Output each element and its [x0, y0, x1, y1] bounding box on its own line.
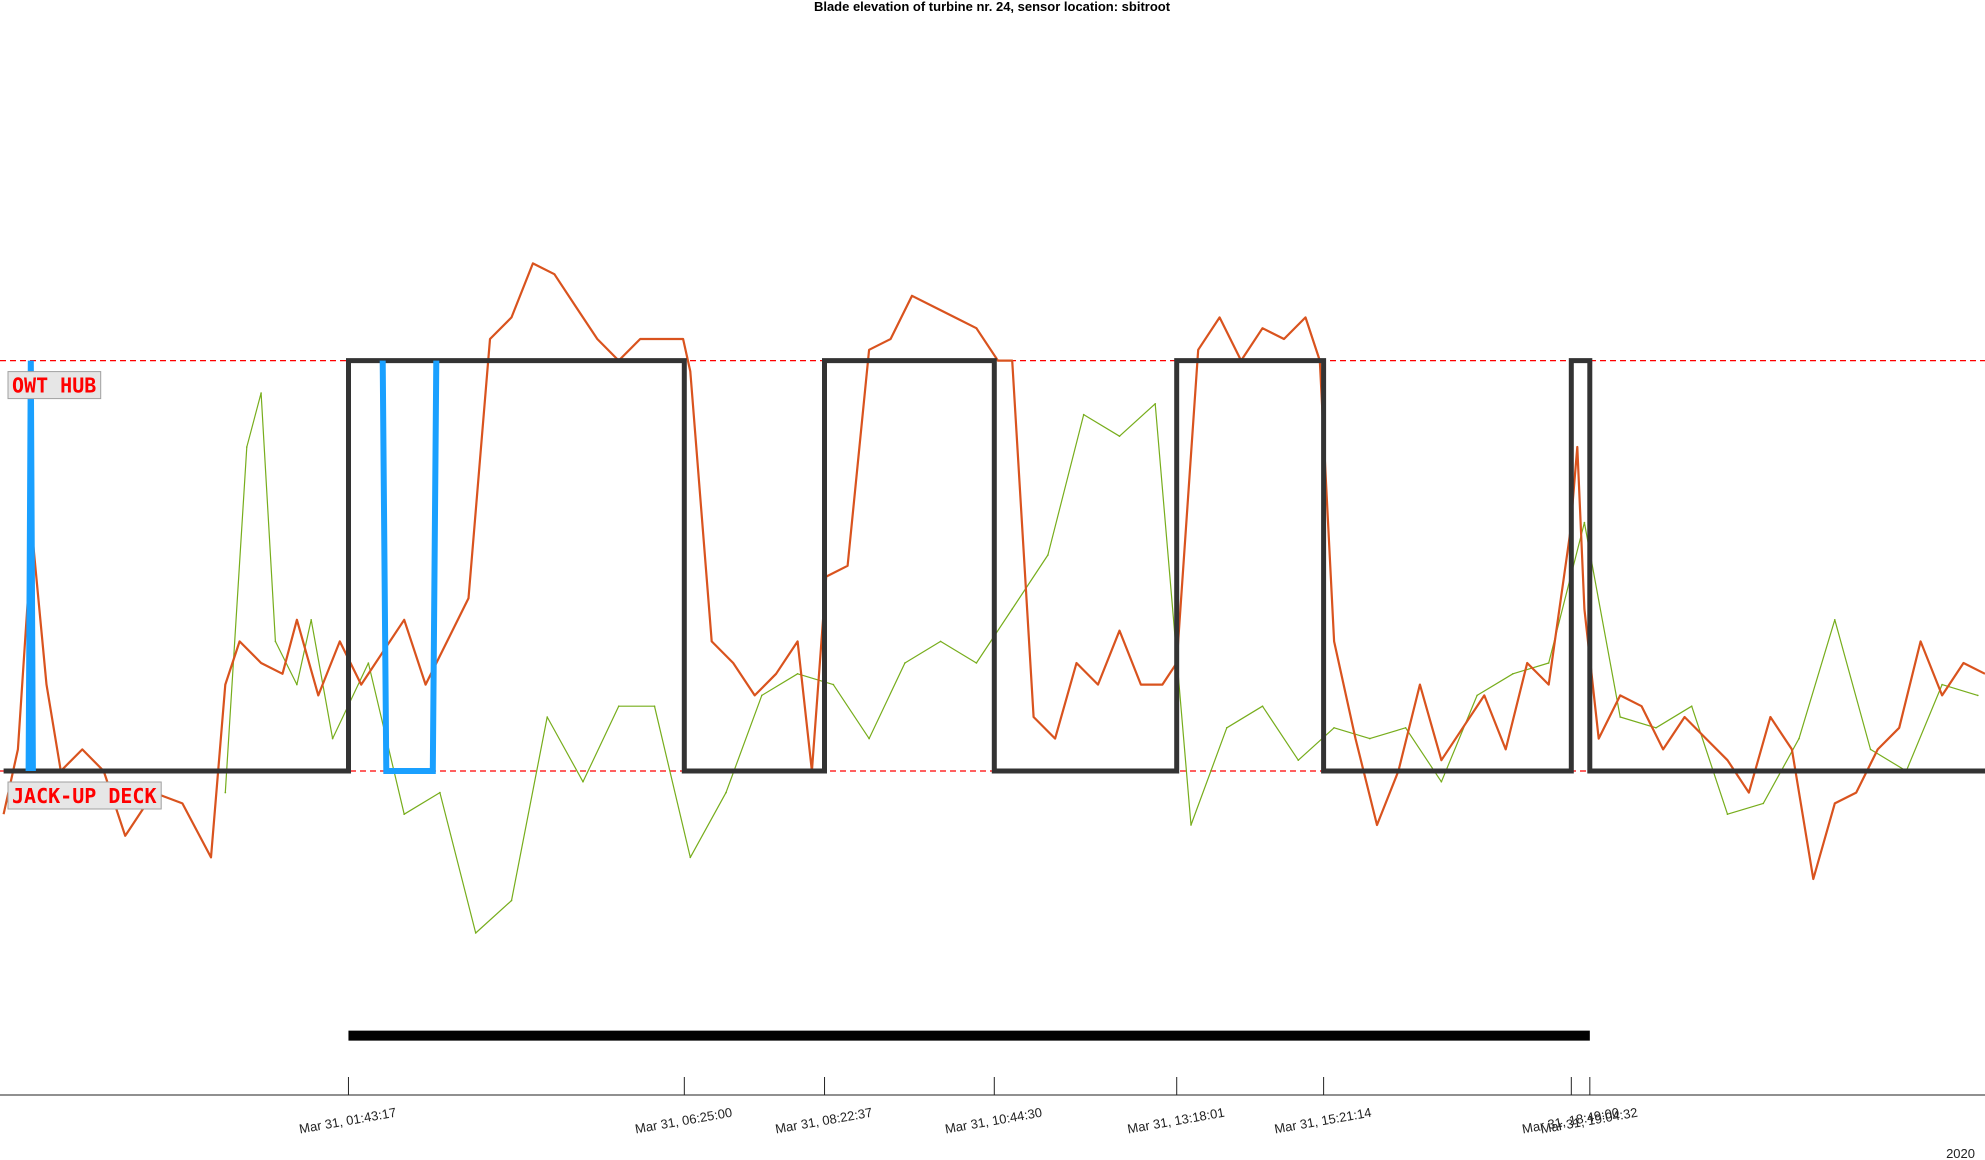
raw-point	[725, 791, 727, 794]
raw-point	[1190, 824, 1192, 826]
raw-point	[653, 705, 656, 707]
raw-point	[1798, 737, 1800, 740]
raw-point	[331, 737, 334, 740]
smoothed-series-line	[2, 262, 1985, 881]
raw-point	[1977, 694, 1979, 697]
raw-point	[1369, 737, 1371, 740]
raw-point	[1011, 608, 1013, 610]
raw-point	[832, 683, 835, 686]
chart-title: Blade elevation of turbine nr. 24, senso…	[814, 0, 1171, 14]
raw-point	[439, 791, 441, 794]
raw-point	[582, 781, 584, 783]
raw-point	[1655, 727, 1657, 729]
raw-point	[1547, 662, 1550, 664]
raw-point	[1225, 727, 1228, 729]
raw-point	[1869, 748, 1872, 751]
raw-point	[975, 662, 978, 664]
raw-point	[403, 813, 405, 815]
raw-point	[1583, 521, 1586, 524]
raw-point	[1297, 759, 1300, 761]
raw-point	[367, 662, 370, 664]
raw-point	[689, 856, 692, 859]
raw-point	[296, 683, 298, 686]
raw-point	[1404, 727, 1407, 729]
raw-point	[274, 640, 277, 643]
raw-point	[1512, 673, 1514, 675]
highlight-segment-0	[25, 360, 36, 772]
raw-point	[1261, 705, 1264, 707]
raw-point	[1440, 781, 1443, 783]
smoothed-signal-layer	[2, 262, 1985, 881]
raw-point	[1118, 435, 1121, 438]
raw-point	[1476, 694, 1478, 697]
state-series-line	[3, 358, 1985, 774]
raw-point	[1833, 619, 1836, 621]
raw-point	[1082, 413, 1085, 416]
highlight-layer	[25, 360, 440, 774]
raw-point	[617, 705, 620, 707]
raw-point	[546, 716, 549, 718]
raw-point	[1047, 554, 1049, 556]
raw-point	[904, 662, 906, 664]
x-tick-label-4: Mar 31, 13:18:01	[1126, 1105, 1225, 1137]
highlight-segment-1	[379, 360, 440, 774]
raw-point	[1941, 683, 1943, 686]
raw-point	[796, 673, 799, 675]
raw-point	[868, 737, 870, 740]
level-label-box-1	[7, 781, 162, 810]
year-label: 2020	[1946, 1146, 1975, 1160]
raw-point	[310, 619, 312, 621]
raw-point	[1762, 802, 1765, 805]
level-label-box-0	[7, 371, 102, 400]
raw-point	[510, 899, 513, 902]
raw-point	[1333, 727, 1335, 729]
raw-signal-layer	[224, 392, 1979, 934]
x-tick-label-2: Mar 31, 08:22:37	[774, 1105, 873, 1137]
state-signal-layer	[3, 358, 1985, 774]
level-label-1: JACK-UP DECK	[12, 784, 157, 808]
raw-series-line	[224, 392, 1978, 934]
level-labels: OWT HUB JACK-UP DECK	[7, 371, 162, 810]
x-tick-label-5: Mar 31, 15:21:14	[1273, 1105, 1372, 1137]
level-label-0: OWT HUB	[12, 374, 96, 398]
raw-point	[224, 791, 227, 794]
x-tick-label-1: Mar 31, 06:25:00	[634, 1105, 733, 1137]
raw-point	[1619, 716, 1621, 718]
raw-point	[1690, 705, 1693, 707]
x-ticks: Mar 31, 01:43:17 Mar 31, 06:25:00 Mar 31, …	[298, 1077, 1639, 1136]
x-tick-label-0: Mar 31, 01:43:17	[298, 1105, 397, 1137]
raw-point	[761, 694, 763, 697]
raw-point	[939, 640, 942, 643]
raw-point	[474, 932, 477, 934]
raw-point	[1154, 403, 1157, 405]
raw-point	[260, 392, 262, 394]
raw-point	[245, 446, 248, 448]
raw-point	[1726, 813, 1729, 815]
x-tick-label-3: Mar 31, 10:44:30	[944, 1105, 1043, 1137]
